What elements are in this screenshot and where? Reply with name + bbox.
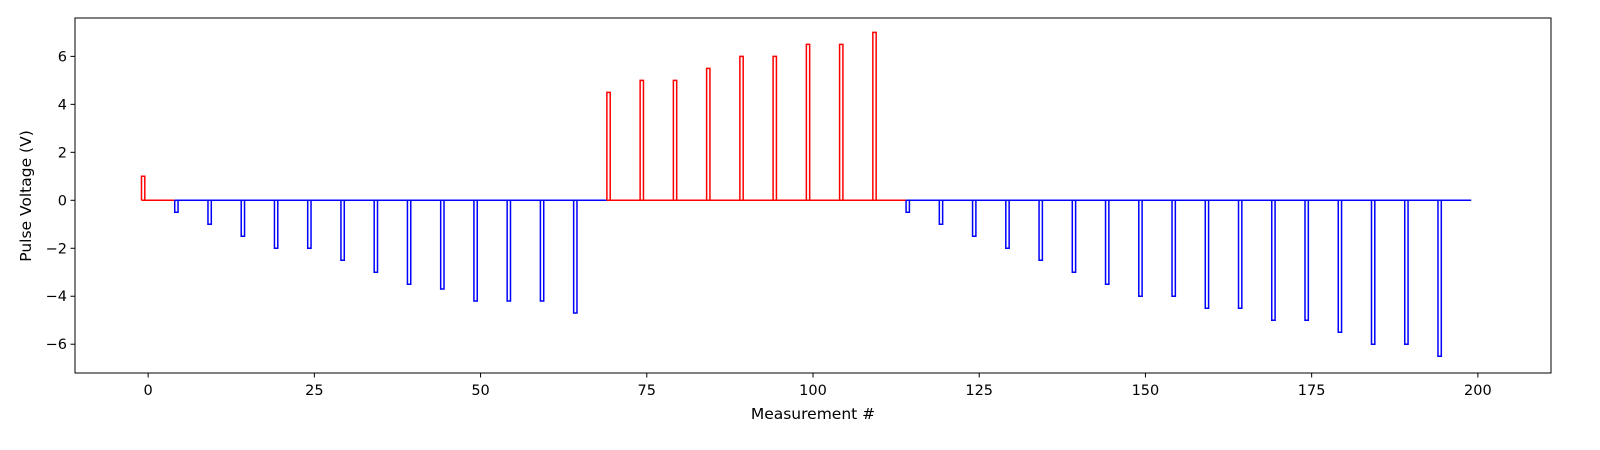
pulse-mark (838, 43, 844, 201)
series-segment-4 (905, 199, 1472, 357)
x-tick-label: 175 (1298, 383, 1326, 399)
y-axis-title: Pulse Voltage (V) (17, 130, 35, 262)
pulse-mark (1138, 200, 1143, 297)
pulse-mark (406, 200, 412, 285)
pulse-mark (1370, 200, 1376, 345)
y-axis-ticks: −6 −4 −2 0 2 4 6 (46, 49, 75, 353)
pulse-mark (373, 200, 379, 274)
y-tick-label: −2 (46, 241, 67, 257)
pulse-mark (473, 200, 478, 302)
pulse-mark (140, 175, 146, 201)
pulse-mark (1403, 200, 1409, 345)
pulse-mark (905, 200, 911, 214)
x-tick-label: 200 (1464, 383, 1492, 399)
series-layer (140, 31, 1472, 357)
y-tick-label: −6 (46, 337, 67, 353)
pulse-mark (1171, 200, 1177, 297)
y-tick-label: −4 (46, 289, 67, 305)
pulse-mark (306, 200, 312, 250)
x-axis-title: Measurement # (751, 405, 875, 423)
plot-frame (74, 17, 1552, 374)
pulse-mark (971, 200, 977, 238)
pulse-mark (1071, 200, 1077, 274)
pulse-mark (1437, 200, 1443, 357)
x-tick-label: 125 (965, 383, 993, 399)
pulse-mark (439, 200, 445, 290)
series-segment-2 (173, 199, 607, 314)
series-segment-1 (140, 175, 175, 202)
y-tick-label: 2 (58, 145, 67, 161)
pulse-mark (207, 200, 213, 226)
pulse-mark (1304, 200, 1310, 321)
pulse-mark (705, 67, 711, 201)
pulse-mark (1237, 200, 1243, 309)
pulse-mark (173, 200, 179, 214)
pulse-mark (672, 79, 678, 201)
pulse-mark (572, 200, 578, 314)
pulse-mark (1337, 200, 1343, 333)
pulse-mark (872, 31, 877, 201)
pulse-mark (340, 200, 346, 262)
pulse-mark (606, 91, 611, 201)
pulse-mark (805, 43, 811, 201)
pulse-mark (1204, 200, 1210, 309)
pulse-mark (739, 55, 744, 201)
pulse-mark (1104, 200, 1110, 285)
pulse-mark (1271, 200, 1276, 321)
x-tick-label: 25 (305, 383, 323, 399)
x-tick-label: 75 (638, 383, 656, 399)
pulse-mark (539, 200, 545, 302)
pulse-mark (273, 200, 279, 250)
pulse-mark (1005, 200, 1010, 250)
x-tick-label: 50 (471, 383, 489, 399)
pulse-mark (639, 79, 645, 201)
pulse-mark (1038, 200, 1044, 262)
y-tick-label: 4 (58, 97, 67, 113)
x-tick-label: 150 (1132, 383, 1160, 399)
pulse-mark (772, 55, 778, 201)
x-axis-ticks: 0 25 50 75 100 125 150 175 200 (144, 373, 1492, 399)
y-tick-label: 0 (58, 193, 67, 209)
x-tick-label: 100 (799, 383, 827, 399)
pulse-mark (240, 200, 246, 238)
series-segment-3 (606, 31, 907, 202)
x-tick-label: 0 (144, 383, 153, 399)
y-tick-label: 6 (58, 49, 67, 65)
pulse-mark (506, 200, 512, 302)
pulse-mark (938, 200, 944, 226)
